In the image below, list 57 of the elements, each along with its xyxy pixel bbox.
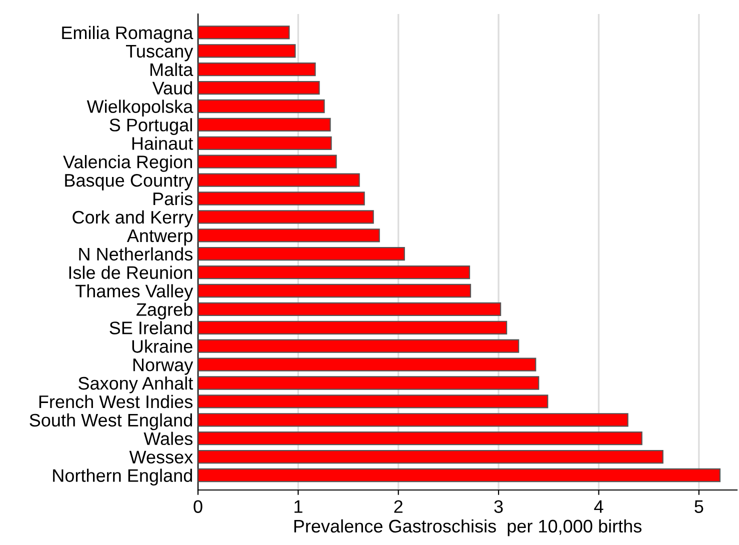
y-tick-label: Ukraine [132,340,192,353]
y-tick-label: Zagreb [136,302,192,320]
y-tick-label: N Netherlands [79,247,192,261]
bar [198,26,290,40]
bar [198,358,536,372]
y-tick-label: Tuscany [126,45,194,62]
bar [198,173,360,187]
x-axis-title: Prevalence Gastroschisis per 10,000 births [294,519,642,536]
bar [198,302,502,316]
bar [198,468,721,482]
y-tick-label: S Portugal [110,118,192,135]
y-tick-label: Northern England [53,468,192,486]
y-tick-label: Isle de Reunion [69,266,192,280]
y-tick-label: Emilia Romagna [62,26,194,43]
bar [198,339,520,353]
x-tick-label: 0 [194,500,202,513]
y-tick-label: Saxony Anhalt [78,376,194,394]
bar [198,210,374,224]
bar [198,284,472,298]
y-tick-label: Vaud [152,81,192,95]
bar [198,44,296,58]
bar [198,99,325,114]
y-tick-label: Wielkopolska [86,100,194,117]
bar [198,228,380,242]
x-tick-label: 5 [694,500,704,513]
y-tick-label: Malta [150,62,194,76]
y-tick-label: Antwerp [126,230,192,246]
bar [198,62,316,76]
x-tick-label: 2 [394,500,402,513]
y-tick-label: Hainaut [132,136,194,150]
bar [198,394,548,408]
y-tick-label: Valencia Region [63,155,192,172]
bar [198,265,470,280]
bar [198,247,405,261]
bar [198,320,508,334]
y-tick-label: Cork and Kerry [72,210,194,228]
y-tick-label: South West England [30,413,192,430]
bar [198,376,540,390]
y-tick-label: Wales [144,432,192,446]
bar [198,80,320,95]
bar [198,450,664,464]
x-tick-label: 3 [494,500,503,513]
bar [198,192,365,206]
y-tick-label: French West Indies [39,394,192,408]
bar [198,136,332,150]
x-tick-label: 1 [294,500,302,513]
y-tick-label: Paris [153,192,192,206]
y-tick-label: Basque Country [65,174,194,190]
y-tick-label: SE Ireland [110,321,192,334]
y-tick-label: Norway [133,358,194,375]
bar [198,118,331,132]
y-tick-label: Thames Valley [75,284,194,302]
y-tick-label: Wessex [129,450,193,464]
x-tick-label: 4 [594,500,604,513]
bar [198,432,642,446]
bar [198,154,337,168]
bar [198,413,628,427]
